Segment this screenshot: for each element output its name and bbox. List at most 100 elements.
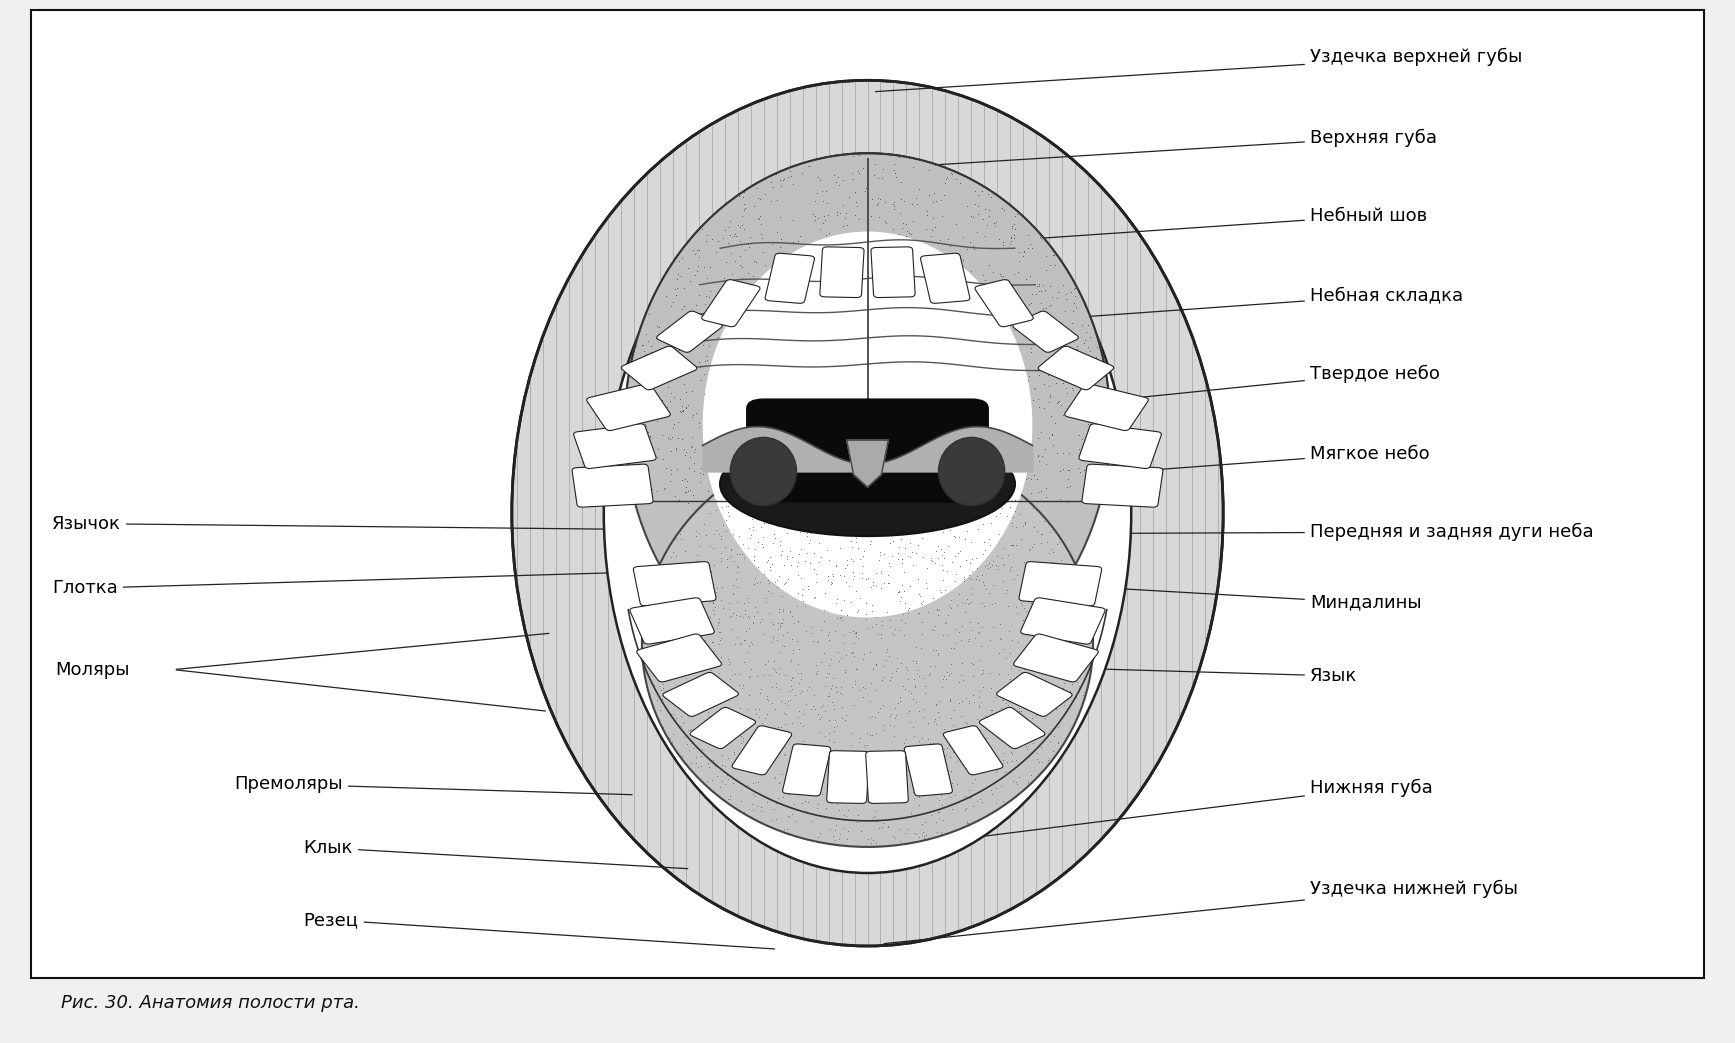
Point: [758, 482, 786, 499]
Point: [777, 678, 805, 695]
Point: [756, 453, 784, 469]
Point: [684, 660, 711, 677]
Point: [750, 494, 777, 511]
Point: [913, 781, 940, 798]
Point: [720, 553, 748, 569]
Point: [680, 444, 708, 461]
Point: [1038, 297, 1065, 314]
Point: [942, 394, 970, 411]
Point: [654, 346, 682, 363]
Point: [930, 187, 958, 203]
Point: [734, 410, 762, 427]
Point: [980, 553, 1008, 569]
Text: Резец: Резец: [304, 911, 774, 949]
Point: [861, 426, 888, 442]
Point: [866, 547, 894, 563]
Point: [1012, 514, 1039, 531]
Point: [737, 482, 765, 499]
Point: [703, 580, 730, 597]
Point: [633, 359, 661, 375]
Point: [923, 537, 951, 554]
Point: [935, 597, 963, 613]
Point: [756, 193, 784, 210]
Point: [845, 388, 873, 405]
Point: [885, 148, 913, 165]
Point: [843, 444, 871, 461]
Point: [1025, 651, 1053, 668]
Point: [1029, 598, 1057, 614]
Point: [671, 614, 699, 631]
Point: [691, 296, 718, 313]
Point: [694, 351, 722, 368]
Point: [887, 440, 914, 457]
Point: [848, 678, 876, 695]
Point: [802, 409, 829, 426]
Point: [965, 699, 992, 715]
Point: [720, 459, 748, 476]
Point: [835, 823, 862, 840]
Point: [869, 170, 897, 187]
Point: [892, 825, 920, 842]
Point: [815, 773, 843, 790]
Point: [727, 208, 755, 224]
Point: [652, 673, 680, 689]
Point: [985, 526, 1013, 542]
Point: [671, 479, 699, 495]
Point: [691, 666, 718, 683]
Point: [699, 642, 727, 659]
Point: [998, 631, 1025, 648]
Point: [926, 389, 954, 406]
Point: [887, 506, 914, 523]
Point: [803, 320, 831, 337]
Point: [843, 661, 871, 678]
Point: [838, 418, 866, 435]
Point: [1010, 600, 1038, 616]
Point: [916, 735, 944, 752]
Point: [869, 146, 897, 163]
Point: [717, 621, 744, 637]
Point: [788, 587, 815, 604]
Point: [866, 700, 894, 717]
Point: [1060, 382, 1088, 398]
Point: [748, 302, 776, 319]
Point: [732, 431, 760, 447]
Point: [635, 409, 663, 426]
Point: [935, 484, 963, 501]
Point: [821, 623, 848, 639]
Point: [1043, 536, 1070, 553]
Point: [998, 692, 1025, 708]
Point: [807, 493, 835, 510]
FancyBboxPatch shape: [663, 673, 739, 717]
Point: [987, 445, 1015, 462]
Point: [850, 738, 878, 755]
Point: [880, 828, 907, 845]
Point: [772, 425, 800, 441]
Point: [855, 503, 883, 519]
Point: [1077, 476, 1105, 492]
Point: [1012, 603, 1039, 620]
Point: [968, 496, 996, 513]
Point: [696, 442, 723, 459]
Point: [729, 608, 756, 625]
Point: [894, 602, 921, 618]
Point: [637, 343, 665, 360]
Point: [1001, 492, 1029, 509]
Point: [734, 264, 762, 281]
Point: [831, 448, 859, 465]
Point: [1029, 276, 1057, 293]
Point: [720, 775, 748, 792]
Point: [658, 549, 685, 565]
Point: [826, 511, 854, 528]
Point: [782, 762, 810, 779]
Point: [902, 466, 930, 483]
Point: [755, 479, 782, 495]
Point: [717, 607, 744, 624]
Point: [979, 490, 1006, 507]
Point: [965, 683, 992, 700]
Point: [925, 602, 953, 618]
Point: [911, 828, 939, 845]
Point: [888, 409, 916, 426]
Point: [746, 191, 774, 208]
Point: [857, 485, 885, 502]
Point: [710, 708, 737, 725]
